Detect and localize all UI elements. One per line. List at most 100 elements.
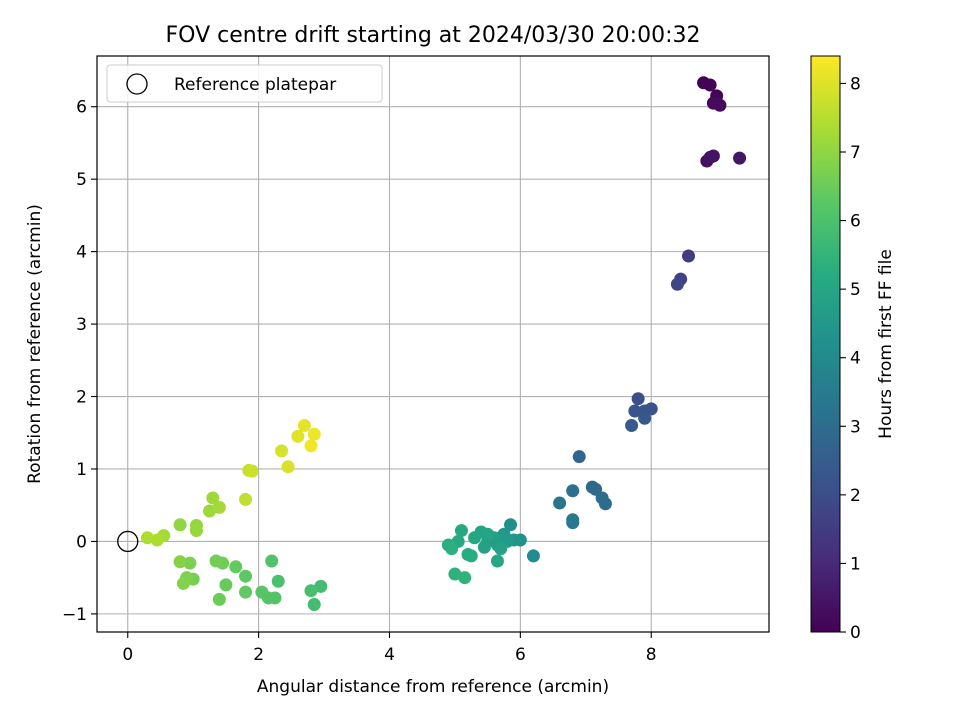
data-point [566, 484, 580, 498]
y-tick-label: −1 [62, 605, 87, 625]
data-point [464, 549, 478, 563]
data-point [710, 96, 724, 110]
data-point [281, 460, 295, 474]
data-point [229, 560, 243, 574]
y-axis-label: Rotation from reference (arcmin) [25, 204, 45, 484]
data-point [176, 576, 190, 590]
data-point [468, 531, 482, 545]
legend: Reference platepar [106, 64, 383, 103]
data-point [307, 597, 321, 611]
x-axis-ticks: 0 2 4 6 8 [122, 632, 657, 665]
data-point [271, 574, 285, 588]
data-point [706, 149, 720, 163]
data-point [628, 404, 642, 418]
data-point [304, 439, 318, 453]
data-point [239, 585, 253, 599]
colorbar-gradient [810, 55, 841, 633]
data-point [239, 569, 253, 583]
data-point [173, 555, 187, 569]
plot-frame [96, 55, 770, 633]
data-point [454, 524, 468, 538]
data-point [566, 516, 580, 530]
data-point [598, 497, 612, 511]
x-tick-label: 4 [384, 645, 395, 665]
y-tick-label: 5 [76, 170, 87, 190]
colorbar-ticks: 0 1 2 3 4 5 6 7 8 [840, 74, 861, 643]
colorbar-tick-label: 5 [850, 280, 861, 300]
data-point [291, 429, 305, 443]
x-tick-label: 0 [122, 645, 133, 665]
legend-marker-icon [126, 73, 148, 95]
x-tick-label: 6 [515, 645, 526, 665]
data-point [265, 554, 279, 568]
data-point [304, 584, 318, 598]
data-point [458, 571, 472, 585]
colorbar-label: Hours from first FF file [876, 249, 896, 439]
x-axis-label: Angular distance from reference (arcmin) [257, 677, 609, 697]
data-point [504, 518, 518, 532]
data-point [572, 450, 586, 464]
data-point [307, 427, 321, 441]
data-point [140, 531, 154, 545]
data-point [494, 542, 508, 556]
y-tick-label: 6 [76, 98, 87, 118]
x-tick-label: 8 [646, 645, 657, 665]
data-point [490, 554, 504, 568]
data-point [625, 419, 639, 433]
colorbar: 0 1 2 3 4 5 6 7 8 Hours from first FF file [810, 55, 896, 643]
colorbar-tick-label: 6 [850, 212, 861, 232]
y-tick-label: 0 [76, 532, 87, 552]
data-point [670, 277, 684, 291]
data-point [255, 585, 269, 599]
legend-label: Reference platepar [174, 75, 336, 95]
data-point [150, 533, 164, 547]
data-points [140, 76, 747, 611]
data-point [631, 392, 645, 406]
colorbar-tick-label: 2 [850, 486, 861, 506]
grid-lines [97, 56, 769, 632]
data-point [212, 592, 226, 606]
data-point [173, 518, 187, 532]
data-point [203, 504, 217, 518]
y-axis-ticks: −1 0 1 2 3 4 5 6 [62, 98, 97, 625]
y-tick-label: 1 [76, 460, 87, 480]
data-point [445, 542, 459, 556]
data-point [644, 402, 658, 416]
colorbar-tick-label: 3 [850, 417, 861, 437]
data-point [275, 444, 289, 458]
data-point [209, 554, 223, 568]
data-point [314, 579, 328, 593]
y-tick-label: 3 [76, 315, 87, 335]
reference-marker-group [117, 530, 139, 553]
data-point [239, 492, 253, 506]
y-tick-label: 2 [76, 388, 87, 408]
y-tick-label: 4 [76, 243, 87, 263]
data-point [703, 78, 717, 92]
colorbar-tick-label: 1 [850, 554, 861, 574]
colorbar-tick-label: 0 [850, 623, 861, 643]
data-point [733, 151, 747, 165]
legend-box [106, 64, 383, 103]
data-point [638, 411, 652, 425]
reference-platepar-marker [117, 530, 139, 553]
data-point [448, 567, 462, 581]
data-point [189, 524, 203, 538]
colorbar-tick-label: 4 [850, 349, 861, 369]
colorbar-tick-label: 8 [850, 74, 861, 94]
data-point [526, 549, 540, 563]
data-point [297, 419, 311, 433]
data-point [219, 578, 233, 592]
data-point [481, 527, 495, 541]
data-point [245, 464, 259, 478]
data-point [183, 556, 197, 570]
data-point [212, 500, 226, 514]
data-point [553, 496, 567, 510]
colorbar-tick-label: 7 [850, 143, 861, 163]
data-point [206, 491, 220, 505]
x-tick-label: 2 [253, 645, 264, 665]
data-point [477, 540, 491, 554]
data-point [682, 249, 696, 263]
chart-title: FOV centre drift starting at 2024/03/30 … [166, 23, 701, 48]
